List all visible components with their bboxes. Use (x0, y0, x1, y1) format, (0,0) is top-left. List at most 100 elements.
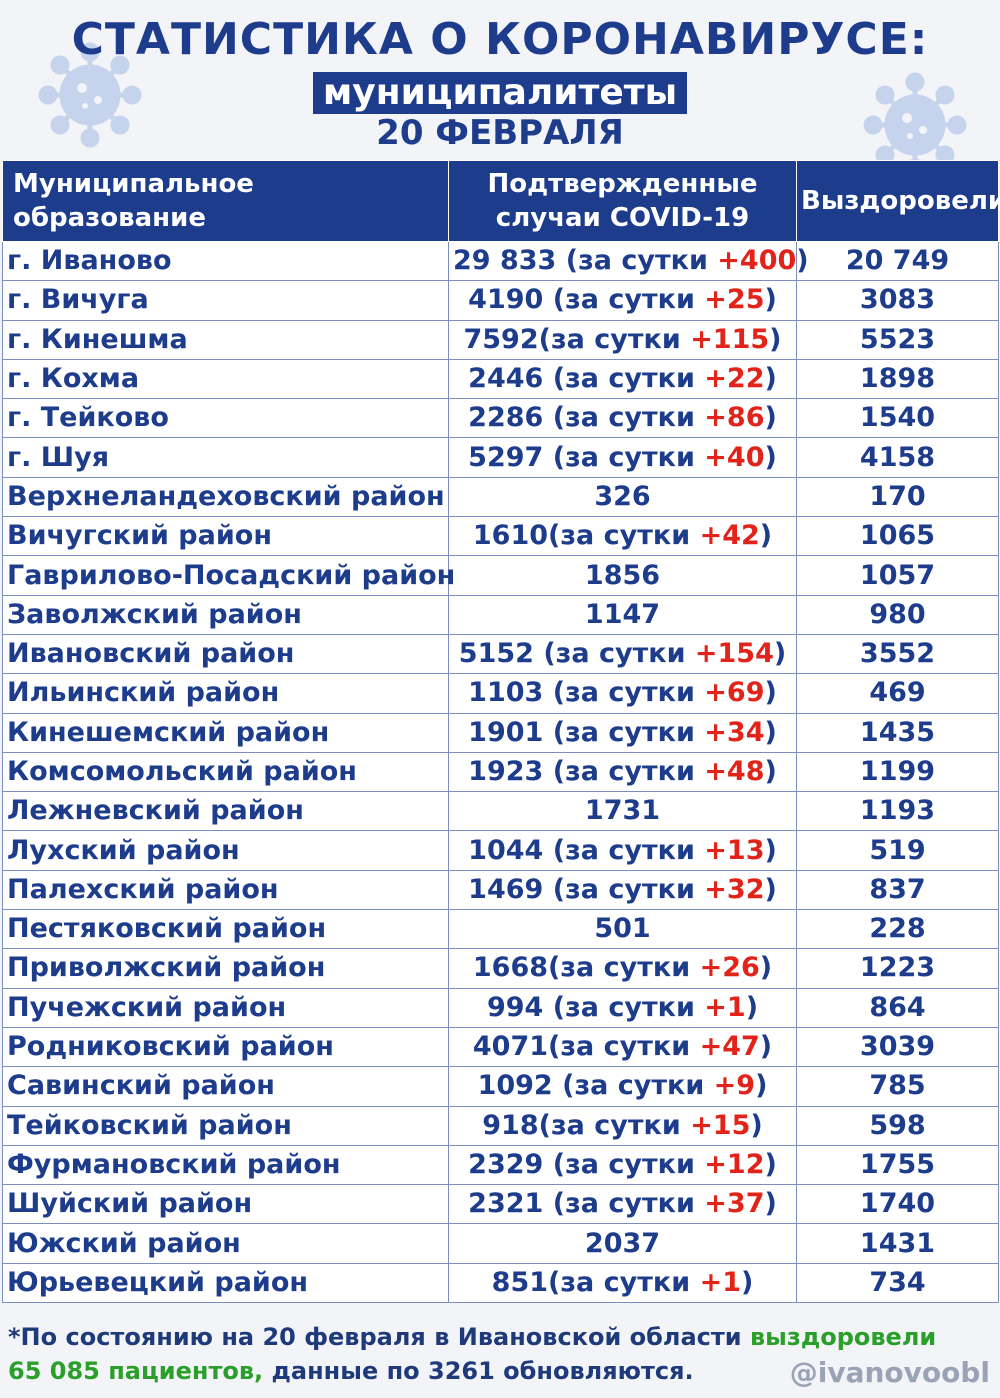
confirmed-cases: 29 833 (за сутки +400) (448, 240, 809, 282)
table-row: Комсомольский район 1923 (за сутки +48) 11… (2, 751, 999, 793)
municipality-name: Кинешемский район (2, 712, 449, 753)
confirmed-cases: 326 (448, 476, 797, 518)
recovered-count: 1540 (796, 398, 999, 439)
table-row: Лухский район 1044 (за сутки +13) 519 (2, 830, 999, 871)
table-row: Лежневский район 1731 1193 (2, 791, 999, 832)
per-day-label: (за сутки (548, 952, 700, 984)
confirmed-cases: 2037 (448, 1223, 797, 1264)
table-row: Приволжский район 1668(за сутки +26) 1223 (2, 948, 999, 989)
confirmed-cases-value: 501 (594, 913, 651, 945)
table-row: Кинешемский район 1901 (за сутки +34) 1435 (2, 712, 999, 753)
closing-paren: ) (764, 834, 777, 866)
recovered-count: 1435 (796, 712, 999, 753)
table-row: г. Вичуга 4190 (за сутки +25) 3083 (2, 280, 999, 321)
confirmed-cases-value: 1044 (468, 834, 544, 866)
closing-paren: ) (769, 323, 782, 355)
municipality-name: г. Кохма (2, 358, 449, 400)
confirmed-cases-value: 2446 (468, 363, 544, 395)
confirmed-cases-value: 1856 (584, 559, 661, 591)
recovered-count: 1057 (796, 555, 999, 596)
municipality-name: Ильинский район (2, 673, 449, 714)
table-row: Ивановский район 5152 (за сутки +154) 3552 (2, 633, 999, 675)
daily-increase: +1 (699, 1266, 741, 1298)
table-row: Савинский район 1092 (за сутки +9) 785 (2, 1066, 999, 1107)
column-header-cases: Подтвержденные случаи COVID-19 (448, 160, 797, 242)
confirmed-cases: 501 (448, 909, 797, 950)
confirmed-cases-value: 4071 (472, 1031, 549, 1063)
per-day-label: (за сутки (543, 834, 705, 866)
report-date: 20 ФЕВРАЛЯ (376, 113, 624, 153)
table-row: Вичугский район 1610(за сутки +42) 1065 (2, 516, 999, 557)
municipality-name: Пестяковский район (2, 909, 449, 950)
recovered-count: 598 (796, 1105, 999, 1146)
recovered-count: 228 (796, 909, 999, 950)
per-day-label: (за сутки (543, 284, 705, 316)
confirmed-cases-value: 1901 (468, 716, 544, 748)
recovered-count: 170 (796, 476, 999, 518)
municipality-name: Верхнеландеховский район (2, 476, 449, 518)
confirmed-cases: 5297 (за сутки +40) (448, 437, 797, 478)
municipality-name: Заволжский район (2, 594, 449, 635)
closing-paren: ) (764, 402, 777, 434)
confirmed-cases: 1731 (448, 791, 797, 832)
closing-paren: ) (764, 363, 777, 395)
daily-increase: +22 (704, 363, 765, 395)
confirmed-cases: 2329 (за сутки +12) (448, 1144, 797, 1186)
column-header-cases-line1: Подтвержденные (487, 169, 758, 199)
confirmed-cases-value: 2329 (468, 1148, 544, 1180)
recovered-count: 734 (796, 1262, 999, 1304)
recovered-count: 3552 (796, 633, 999, 675)
confirmed-cases-value: 1103 (468, 677, 544, 709)
per-day-label: (за сутки (538, 1109, 691, 1141)
recovered-count: 837 (796, 869, 999, 911)
footer-text-2: данные по 3261 обновляются. (263, 1357, 694, 1385)
confirmed-cases: 1610(за сутки +42) (448, 516, 797, 557)
confirmed-cases: 994 (за сутки +1) (448, 987, 797, 1028)
confirmed-cases: 7592(за сутки +115) (448, 319, 797, 360)
confirmed-cases: 4190 (за сутки +25) (448, 280, 797, 321)
municipality-name: Комсомольский район (2, 751, 449, 793)
page-subtitle: муниципалитеты (312, 72, 688, 114)
closing-paren: ) (759, 952, 773, 984)
recovered-count: 980 (796, 594, 999, 635)
confirmed-cases: 1923 (за сутки +48) (448, 751, 797, 793)
confirmed-cases: 1901 (за сутки +34) (448, 712, 797, 753)
confirmed-cases-value: 1147 (584, 598, 661, 630)
recovered-count: 3039 (796, 1026, 999, 1068)
confirmed-cases: 918(за сутки +15) (448, 1105, 797, 1146)
confirmed-cases-value: 1731 (584, 795, 661, 827)
footer-recovered-count: 65 085 пациентов, (8, 1357, 264, 1385)
closing-paren: ) (759, 1031, 773, 1063)
daily-increase: +12 (704, 1148, 765, 1180)
municipality-name: г. Шуя (2, 437, 449, 478)
social-handle: @ivanovoobl (789, 1356, 990, 1389)
confirmed-cases-value: 1923 (468, 756, 544, 787)
recovered-count: 1740 (796, 1184, 999, 1225)
footer-recovered-label: выздоровели (749, 1323, 937, 1351)
table-row: Верхнеландеховский район 326 170 (2, 476, 999, 518)
closing-paren: ) (764, 284, 777, 316)
table-row: г. Кохма 2446 (за сутки +22) 1898 (2, 358, 999, 400)
per-day-label: (за сутки (543, 363, 705, 395)
confirmed-cases: 851(за сутки +1) (448, 1262, 797, 1304)
recovered-count: 469 (796, 673, 999, 714)
footer-text-1: *По состоянию на 20 февраля в Ивановской… (8, 1323, 750, 1351)
table-header-row: Муниципальное образование Подтвержденные… (2, 160, 1000, 242)
municipality-name: Южский район (2, 1223, 449, 1264)
closing-paren: ) (796, 245, 809, 277)
municipality-name: Шуйский район (2, 1184, 449, 1225)
confirmed-cases-value: 1668 (472, 952, 549, 984)
confirmed-cases-value: 2037 (584, 1227, 661, 1259)
recovered-count: 3083 (796, 280, 999, 321)
column-header-recovered: Выздоровели (796, 160, 1000, 242)
closing-paren: ) (764, 1188, 777, 1220)
recovered-count: 1193 (796, 791, 999, 832)
virus-icon (863, 72, 967, 178)
recovered-count: 785 (796, 1066, 999, 1107)
daily-increase: +32 (704, 873, 765, 905)
municipality-name: Савинский район (2, 1066, 449, 1107)
closing-paren: ) (764, 1148, 777, 1180)
municipality-name: Юрьевецкий район (2, 1262, 449, 1304)
municipality-name: Лежневский район (2, 791, 449, 832)
daily-increase: +115 (690, 323, 770, 355)
